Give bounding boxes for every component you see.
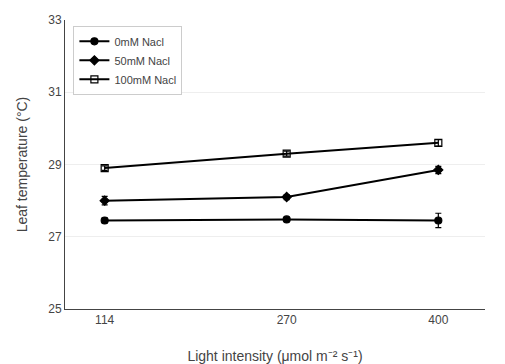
svg-text:33: 33 — [48, 13, 62, 27]
svg-text:0mM Nacl: 0mM Nacl — [114, 36, 164, 48]
svg-text:270: 270 — [277, 313, 297, 327]
svg-text:50mM Nacl: 50mM Nacl — [114, 55, 170, 67]
svg-text:27: 27 — [48, 230, 62, 244]
svg-text:100mM Nacl: 100mM Nacl — [114, 74, 176, 86]
svg-text:114: 114 — [95, 313, 114, 327]
svg-text:31: 31 — [48, 85, 62, 99]
svg-text:Leaf temperature (°C): Leaf temperature (°C) — [14, 97, 30, 233]
svg-text:Light intensity (μmol m⁻² s⁻¹): Light intensity (μmol m⁻² s⁻¹) — [187, 348, 362, 364]
svg-text:400: 400 — [428, 313, 448, 327]
svg-text:25: 25 — [48, 302, 62, 316]
svg-text:29: 29 — [48, 158, 62, 172]
